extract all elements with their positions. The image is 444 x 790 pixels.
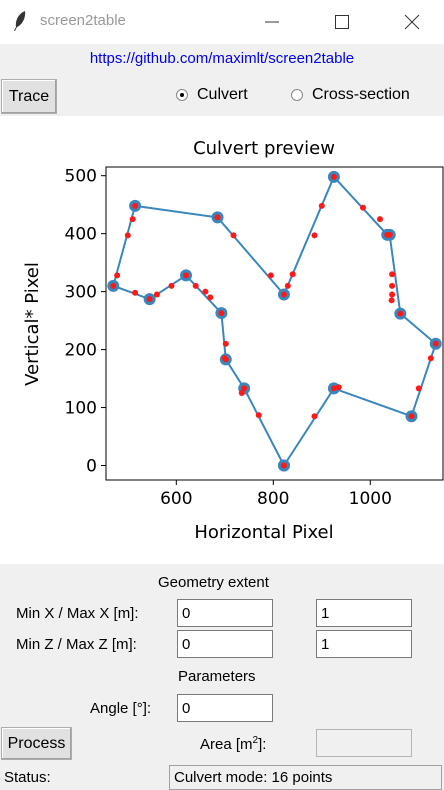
x-axis-label: Horizontal Pixel bbox=[194, 522, 333, 543]
radio-culvert[interactable]: Culvert bbox=[176, 86, 248, 104]
x-tick-label: 600 bbox=[160, 489, 192, 509]
radio-cross-section-label: Cross-section bbox=[312, 86, 410, 103]
close-button[interactable] bbox=[388, 0, 436, 44]
dense-point bbox=[284, 282, 291, 289]
status-text: Culvert mode: 16 points bbox=[169, 765, 442, 790]
dense-point bbox=[238, 390, 245, 397]
angle-input[interactable] bbox=[177, 694, 273, 722]
chart-series bbox=[107, 170, 442, 472]
dense-point bbox=[230, 232, 237, 239]
area-label-text: Area [m bbox=[200, 736, 253, 753]
dense-point bbox=[192, 282, 199, 289]
maximize-icon bbox=[335, 15, 349, 29]
axis-ticks: 600 800 1000 0 100 200 300 400 500 bbox=[65, 167, 392, 509]
github-link[interactable]: https://github.com/maximlt/screen2table bbox=[89, 50, 355, 67]
dense-point bbox=[241, 385, 248, 392]
angle-label: Angle [°]: bbox=[90, 700, 152, 717]
dense-point bbox=[389, 271, 396, 278]
y-tick-label: 100 bbox=[65, 399, 97, 419]
dense-point bbox=[318, 202, 325, 209]
dense-point bbox=[146, 296, 153, 303]
dense-point bbox=[397, 310, 404, 317]
dense-point bbox=[153, 291, 160, 298]
dense-point bbox=[202, 288, 209, 295]
area-label: Area [m2]: bbox=[200, 735, 266, 753]
dense-point bbox=[311, 232, 318, 239]
max-z-input[interactable] bbox=[316, 630, 412, 658]
dense-point bbox=[255, 412, 262, 419]
dense-point bbox=[388, 297, 395, 304]
trace-button[interactable]: Trace bbox=[1, 79, 57, 114]
dense-point bbox=[384, 231, 391, 238]
dense-point bbox=[432, 340, 439, 347]
dense-point bbox=[427, 355, 434, 362]
radio-dot-culvert[interactable] bbox=[176, 89, 188, 101]
dense-point bbox=[335, 384, 342, 391]
max-x-input[interactable] bbox=[316, 599, 412, 627]
minimize-button[interactable] bbox=[248, 0, 296, 44]
radio-dot-cross-section[interactable] bbox=[291, 89, 303, 101]
dense-point bbox=[330, 385, 337, 392]
dense-point bbox=[330, 173, 337, 180]
culvert-preview-plot: Culvert preview Horizontal Pixel Vertica… bbox=[0, 116, 444, 564]
culvert-chart: Culvert preview Horizontal Pixel Vertica… bbox=[22, 138, 444, 543]
dense-point bbox=[183, 272, 190, 279]
dense-point bbox=[218, 310, 225, 317]
process-button[interactable]: Process bbox=[1, 727, 72, 760]
culvert-outline-line bbox=[112, 175, 437, 467]
dense-point bbox=[124, 232, 131, 239]
chart-title: Culvert preview bbox=[193, 138, 335, 159]
dense-point bbox=[289, 271, 296, 278]
dense-point bbox=[280, 462, 287, 469]
dense-point bbox=[311, 413, 318, 420]
y-tick-label: 200 bbox=[65, 341, 97, 361]
y-tick-label: 0 bbox=[86, 457, 97, 477]
area-label-end: ]: bbox=[258, 736, 267, 753]
plot-frame bbox=[105, 166, 444, 481]
dense-point bbox=[132, 202, 139, 209]
y-tick-label: 300 bbox=[65, 283, 97, 303]
dense-point bbox=[114, 272, 121, 279]
min-max-x-label: Min X / Max X [m]: bbox=[16, 605, 139, 622]
parameters-heading: Parameters bbox=[178, 668, 256, 685]
close-icon bbox=[404, 14, 420, 30]
window-title: screen2table bbox=[40, 12, 126, 29]
dense-point bbox=[389, 291, 396, 298]
min-z-input[interactable] bbox=[177, 630, 273, 658]
dense-point bbox=[359, 204, 366, 211]
dense-point bbox=[389, 282, 396, 289]
y-tick-label: 500 bbox=[65, 167, 97, 187]
radio-culvert-label: Culvert bbox=[197, 86, 248, 103]
dense-point bbox=[222, 356, 229, 363]
dense-point bbox=[207, 294, 214, 301]
y-axis-label: Vertical* Pixel bbox=[22, 262, 43, 386]
dense-point bbox=[376, 216, 383, 223]
dense-point bbox=[415, 385, 422, 392]
geometry-heading: Geometry extent bbox=[158, 574, 269, 591]
radio-cross-section[interactable]: Cross-section bbox=[291, 86, 410, 104]
min-max-z-label: Min Z / Max Z [m]: bbox=[16, 636, 137, 653]
dense-point bbox=[408, 413, 415, 420]
y-tick-label: 400 bbox=[65, 225, 97, 245]
feather-icon bbox=[14, 11, 26, 31]
dense-point bbox=[280, 291, 287, 298]
area-output bbox=[316, 729, 412, 757]
x-tick-label: 800 bbox=[257, 489, 289, 509]
dense-point bbox=[110, 282, 117, 289]
min-x-input[interactable] bbox=[177, 599, 273, 627]
status-label: Status: bbox=[4, 769, 51, 786]
x-tick-label: 1000 bbox=[349, 489, 392, 509]
dense-point bbox=[214, 214, 221, 221]
dense-point bbox=[267, 272, 274, 279]
dense-point bbox=[168, 282, 175, 289]
maximize-button[interactable] bbox=[318, 0, 366, 44]
minimize-icon bbox=[265, 21, 279, 23]
title-bar: screen2table bbox=[0, 0, 444, 44]
dense-point bbox=[222, 340, 229, 347]
area-label-sup: 2 bbox=[252, 735, 259, 746]
dense-point bbox=[132, 289, 139, 296]
dense-point bbox=[129, 216, 136, 223]
